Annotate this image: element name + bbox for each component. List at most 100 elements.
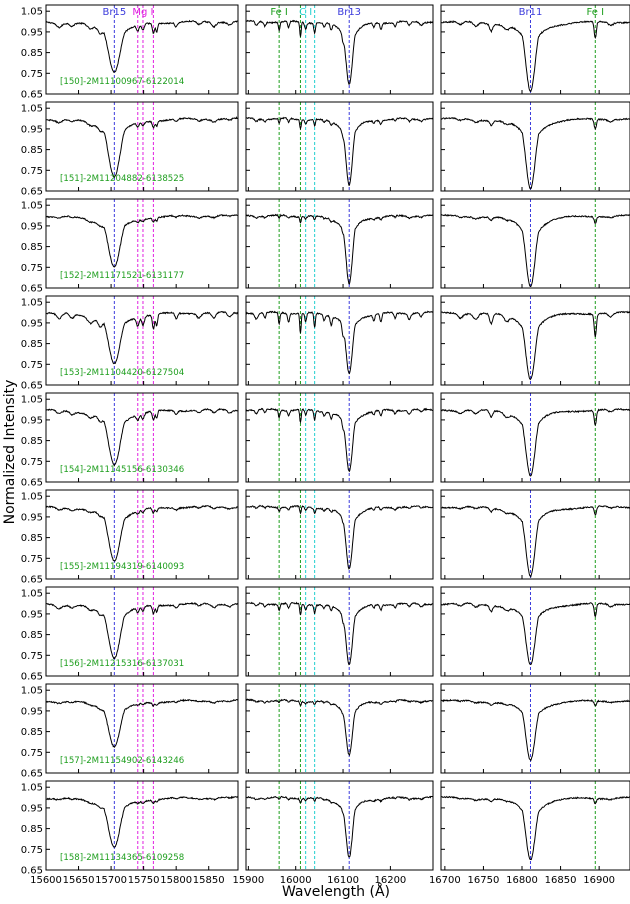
- spectrum-line: [441, 795, 630, 861]
- panel-frame: [245, 683, 434, 774]
- spectral-line-label: Fe I: [270, 7, 288, 18]
- y-tick-label: 0.75: [21, 360, 43, 371]
- y-tick-label: 0.85: [21, 436, 43, 447]
- spectral-line-label: Br13: [337, 7, 361, 18]
- spectrum-panel: [440, 392, 630, 483]
- y-tick-label: 0.95: [21, 27, 43, 38]
- spectrum-line: [441, 310, 630, 381]
- y-tick-label: 0.75: [21, 651, 43, 662]
- spectrum-line: [246, 213, 433, 285]
- panel-frame: [440, 4, 630, 95]
- y-tick-label: 0.75: [21, 263, 43, 274]
- y-tick-label: 0.85: [21, 727, 43, 738]
- panel-frame: [440, 780, 630, 871]
- panel-frame: [45, 489, 239, 580]
- x-tick-label: 15600: [30, 875, 62, 886]
- star-label: [154]-2M11145156-6130346: [60, 465, 184, 475]
- y-tick-label: 1.05: [21, 7, 43, 18]
- panel-frame: [245, 4, 434, 95]
- x-axis-title: Wavelength (Å): [282, 883, 390, 900]
- star-label: [158]-2M11134365-6109258: [60, 853, 184, 863]
- spectrum-panel: Br11 Fe I: [440, 4, 630, 95]
- y-tick-label: 0.85: [21, 242, 43, 253]
- y-tick-label: 0.65: [21, 187, 43, 198]
- y-tick-label: 0.65: [21, 672, 43, 683]
- spectrum-line: [46, 310, 238, 365]
- y-tick-label: 0.95: [21, 803, 43, 814]
- x-tick-label: 16850: [545, 875, 577, 886]
- y-tick-label: 0.85: [21, 630, 43, 641]
- x-tick-label: 15900: [232, 875, 264, 886]
- x-tick-label: 15700: [95, 875, 127, 886]
- x-tick-label: 16200: [374, 875, 406, 886]
- y-tick-label: 0.85: [21, 824, 43, 835]
- panel-frame: [45, 198, 239, 289]
- spectrum-line: [441, 19, 630, 92]
- y-tick-label: 0.65: [21, 284, 43, 295]
- spectrum-line: [246, 407, 433, 473]
- spectrum-line: [441, 602, 630, 665]
- y-tick-label: 0.95: [21, 221, 43, 232]
- x-tick-label: 15800: [160, 875, 192, 886]
- spectral-line-label: Br15: [102, 7, 126, 18]
- spectrum-panel: [245, 683, 434, 774]
- x-tick-label: 16000: [280, 875, 312, 886]
- spectrum-line: [441, 117, 630, 190]
- star-label: [155]-2M11194319-6140093: [60, 562, 184, 572]
- spectrum-panel: 15900 16000 16100 16200: [232, 780, 434, 886]
- panel-frame: [45, 683, 239, 774]
- spectrum-line: [246, 601, 433, 666]
- y-tick-label: 1.05: [21, 201, 43, 212]
- star-label: [157]-2M11154902-6143246: [60, 756, 184, 766]
- spectrum-panel: [245, 101, 434, 192]
- spectrum-panel: 0.65 0.75 0.85 0.95 1.05 Br15 Mg I [150]-2M1110…: [21, 4, 239, 101]
- y-tick-label: 1.05: [21, 395, 43, 406]
- x-tick-label: 15650: [63, 875, 95, 886]
- spectrum-line: [46, 116, 238, 179]
- y-tick-label: 0.75: [21, 748, 43, 759]
- x-tick-label: 16750: [468, 875, 500, 886]
- spectrum-panel: 0.65 0.75 0.85 0.95 1.05 [151]-2M11204882-613…: [21, 101, 239, 198]
- y-tick-label: 0.85: [21, 339, 43, 350]
- y-tick-label: 0.65: [21, 478, 43, 489]
- y-axis-title: Normalized Intensity: [2, 380, 18, 525]
- star-label: [156]-2M11215316-6137031: [60, 659, 184, 669]
- y-tick-label: 0.95: [21, 706, 43, 717]
- spectrum-line: [441, 698, 630, 762]
- y-tick-label: 0.85: [21, 48, 43, 59]
- y-tick-label: 0.65: [21, 575, 43, 586]
- spectrum-line: [246, 116, 433, 186]
- y-tick-label: 0.95: [21, 415, 43, 426]
- y-tick-label: 1.05: [21, 492, 43, 503]
- panel-grid: 0.65 0.75 0.85 0.95 1.05 Br15 Mg I [150]-2M1110…: [21, 4, 630, 886]
- y-tick-label: 0.65: [21, 866, 43, 877]
- spectrum-line: [246, 698, 433, 757]
- panel-frame: [440, 198, 630, 289]
- spectrum-panel: 0.65 0.75 0.85 0.95 1.05 [154]-2M11145156-613…: [21, 392, 239, 489]
- panel-frame: [245, 489, 434, 580]
- spectrum-panel: 0.65 0.75 0.85 0.95 1.05 [155]-2M11194319-614…: [21, 489, 239, 586]
- x-tick-label: 16900: [583, 875, 615, 886]
- x-tick-label: 16700: [429, 875, 461, 886]
- y-tick-label: 0.75: [21, 554, 43, 565]
- spectrum-line: [441, 213, 630, 287]
- y-tick-label: 0.75: [21, 69, 43, 80]
- panel-frame: [245, 392, 434, 483]
- y-tick-label: 1.05: [21, 298, 43, 309]
- spectrum-panel: 0.65 0.75 0.85 0.95 1.05 15600 15650 15700 15750…: [21, 780, 239, 886]
- x-tick-label: 16100: [327, 875, 359, 886]
- panel-frame: [245, 586, 434, 677]
- spectrum-panel: [245, 198, 434, 289]
- y-tick-label: 0.65: [21, 381, 43, 392]
- panel-frame: [245, 780, 434, 871]
- spectrum-panel: [245, 295, 434, 386]
- panel-frame: [440, 586, 630, 677]
- panel-frame: [245, 101, 434, 192]
- spectrum-line: [246, 19, 433, 85]
- spectrum-panel: [245, 489, 434, 580]
- spectrum-panel: [440, 683, 630, 774]
- spectral-line-label: Br11: [519, 7, 543, 18]
- spectrum-panel: [245, 392, 434, 483]
- panel-frame: [45, 101, 239, 192]
